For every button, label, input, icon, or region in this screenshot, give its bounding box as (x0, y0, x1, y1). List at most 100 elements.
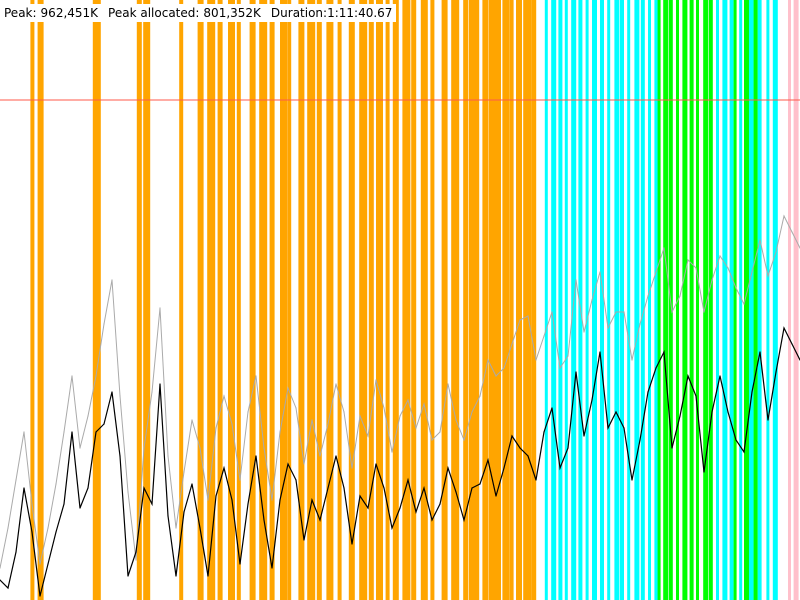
data-point-allocated (511, 435, 513, 437)
data-point-allocated (687, 375, 689, 377)
data-point-total (247, 411, 249, 413)
phase-band-cyan (578, 0, 583, 600)
data-point-allocated (111, 391, 113, 393)
duration-value: 1:11:40.67 (327, 6, 393, 20)
phase-band-orange (298, 0, 305, 600)
phase-band-cyan (600, 0, 604, 600)
phase-band-green (753, 0, 758, 600)
peak-stat: Peak: 962,451K (4, 4, 98, 22)
phase-band-orange (496, 0, 501, 600)
phase-band-cyan (729, 0, 734, 600)
data-point-total (399, 415, 401, 417)
data-point-total (103, 323, 105, 325)
data-point-allocated (543, 431, 545, 433)
duration-stat: Duration: 1:11:40.67 (271, 4, 393, 22)
data-point-allocated (135, 551, 137, 553)
data-point-allocated (767, 419, 769, 421)
data-point-allocated (719, 375, 721, 377)
data-point-allocated (159, 383, 161, 385)
data-point-allocated (375, 463, 377, 465)
data-point-total (95, 375, 97, 377)
data-point-allocated (327, 487, 329, 489)
data-point-allocated (399, 507, 401, 509)
data-point-total (231, 423, 233, 425)
data-point-allocated (23, 487, 25, 489)
phase-band-orange (269, 0, 275, 600)
data-point-allocated (287, 463, 289, 465)
phase-band-orange (359, 0, 368, 600)
data-point-total (375, 379, 377, 381)
data-point-total (303, 463, 305, 465)
data-point-total (415, 427, 417, 429)
phase-band-green (733, 0, 737, 600)
data-point-total (719, 255, 721, 257)
phase-band-orange (92, 0, 101, 600)
data-point-allocated (479, 483, 481, 485)
phase-band-orange (531, 0, 537, 600)
data-point-total (239, 479, 241, 481)
phase-band-orange (287, 0, 292, 600)
data-point-allocated (95, 431, 97, 433)
data-point-total (759, 239, 761, 241)
data-point-allocated (119, 455, 121, 457)
data-point-total (751, 271, 753, 273)
data-point-allocated (71, 431, 73, 433)
data-point-total (287, 387, 289, 389)
data-point-total (199, 447, 201, 449)
data-point-allocated (655, 367, 657, 369)
phase-band-orange (385, 0, 390, 600)
phase-band-cyan (739, 0, 743, 600)
data-point-allocated (151, 503, 153, 505)
phase-band-orange (326, 0, 334, 600)
data-point-total (175, 527, 177, 529)
series-line-total (0, 214, 800, 569)
data-point-allocated (615, 411, 617, 413)
phase-band-cyan (620, 0, 624, 600)
data-point-total (183, 471, 185, 473)
data-point-allocated (79, 507, 81, 509)
data-point-allocated (567, 447, 569, 449)
data-point-total (479, 395, 481, 397)
phase-band-green (696, 0, 699, 600)
data-point-total (503, 367, 505, 369)
data-point-total (135, 559, 137, 561)
data-point-allocated (447, 467, 449, 469)
data-point-total (23, 431, 25, 433)
data-point-total (511, 343, 513, 345)
data-point-allocated (63, 503, 65, 505)
data-point-allocated (575, 371, 577, 373)
data-point-allocated (663, 351, 665, 353)
phase-band-orange (217, 0, 223, 600)
data-point-total (359, 415, 361, 417)
data-point-allocated (599, 351, 601, 353)
data-point-allocated (15, 551, 17, 553)
phase-band-orange (179, 0, 184, 600)
phase-band-green (708, 0, 713, 600)
phase-band-orange (523, 0, 532, 600)
data-point-allocated (263, 519, 265, 521)
data-point-allocated (351, 543, 353, 545)
data-point-total (559, 367, 561, 369)
data-point-allocated (207, 575, 209, 577)
phase-band-orange (488, 0, 497, 600)
peak-allocated-value: 801,352K (203, 6, 261, 20)
phase-band-orange (468, 0, 476, 600)
data-point-allocated (791, 343, 793, 345)
data-point-total (639, 323, 641, 325)
data-point-allocated (407, 479, 409, 481)
data-point-allocated (559, 467, 561, 469)
data-point-allocated (383, 487, 385, 489)
data-point-total (279, 431, 281, 433)
data-point-total (655, 271, 657, 273)
phase-band-cyan (592, 0, 597, 600)
data-point-allocated (295, 479, 297, 481)
data-point-total (471, 411, 473, 413)
data-point-allocated (671, 447, 673, 449)
data-point-allocated (303, 539, 305, 541)
data-point-total (391, 451, 393, 453)
phase-band-orange (280, 0, 287, 600)
data-point-allocated (199, 527, 201, 529)
data-point-allocated (471, 487, 473, 489)
data-point-total (599, 271, 601, 273)
